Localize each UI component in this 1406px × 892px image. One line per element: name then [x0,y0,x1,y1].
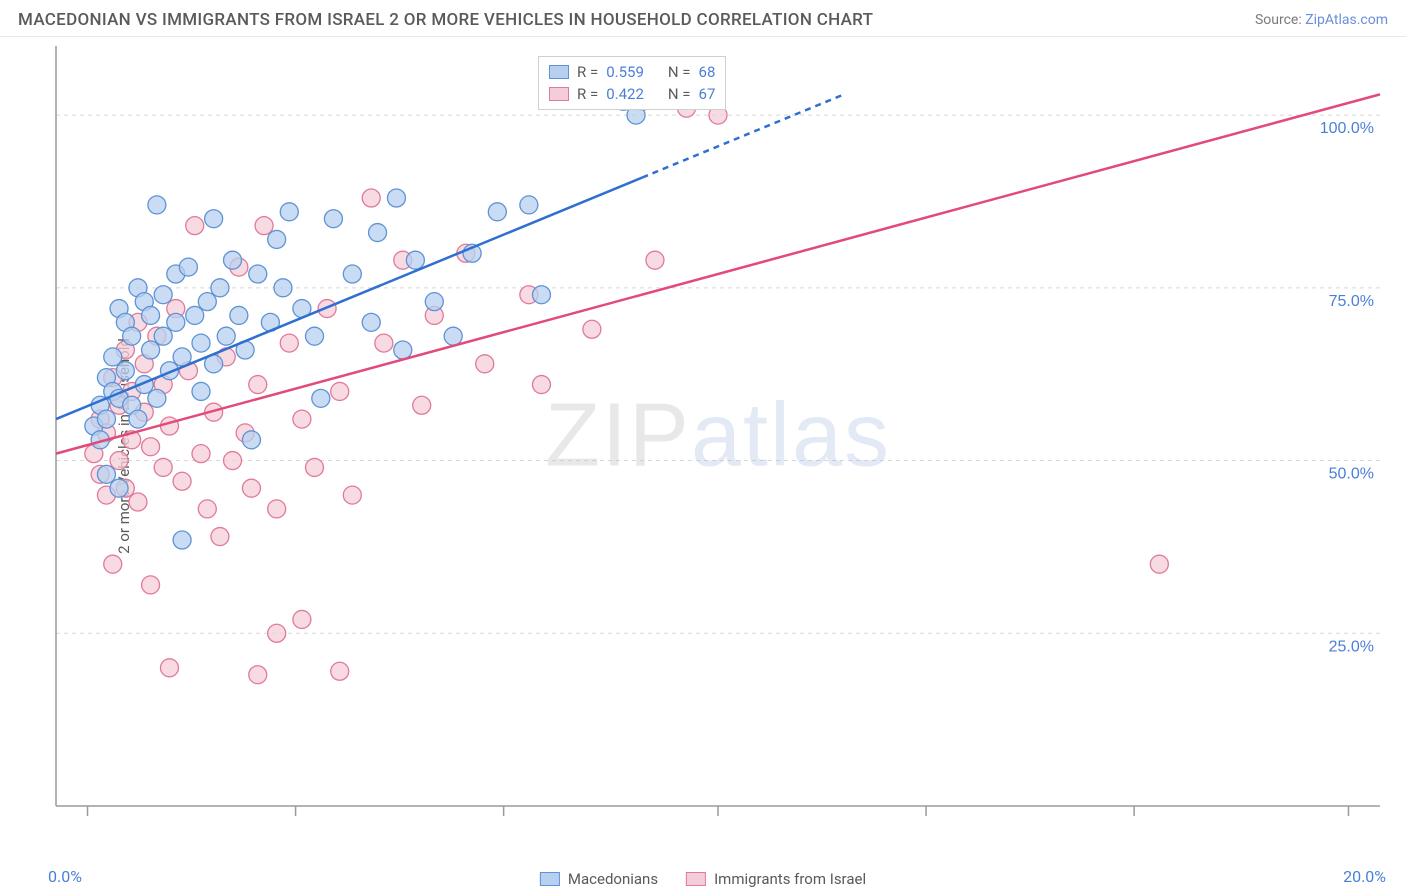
svg-text:100.0%: 100.0% [1320,120,1374,137]
legend-stats-row-2: R = 0.422 N = 67 [549,83,715,105]
source-link[interactable]: ZipAtlas.com [1305,12,1388,28]
chart-title: MACEDONIAN VS IMMIGRANTS FROM ISRAEL 2 O… [18,10,873,30]
legend-stats-row-1: R = 0.559 N = 68 [549,61,715,83]
svg-text:25.0%: 25.0% [1329,638,1374,655]
legend-item-macedonians: Macedonians [540,870,658,888]
legend-swatch-israel [549,87,569,101]
chart-header: MACEDONIAN VS IMMIGRANTS FROM ISRAEL 2 O… [0,0,1406,37]
svg-text:50.0%: 50.0% [1329,466,1374,483]
legend-bottom: Macedonians Immigrants from Israel [540,870,866,888]
legend-swatch-macedonians [549,65,569,79]
chart-area: ZIPatlas 25.0%50.0%75.0%100.0% R = 0.559… [48,46,1388,826]
legend-stats-box: R = 0.559 N = 68 R = 0.422 N = 67 [538,56,726,110]
legend-item-israel: Immigrants from Israel [686,870,866,888]
legend-swatch-macedonians-2 [540,872,560,886]
chart-svg: 25.0% 50.0% 75.0% 100.0% [48,46,1388,826]
x-axis-max-label: 20.0% [1343,867,1386,886]
chart-source: Source: ZipAtlas.com [1255,12,1388,28]
legend-swatch-israel-2 [686,872,706,886]
x-axis-min-label: 0.0% [48,867,82,886]
svg-text:75.0%: 75.0% [1329,293,1374,310]
